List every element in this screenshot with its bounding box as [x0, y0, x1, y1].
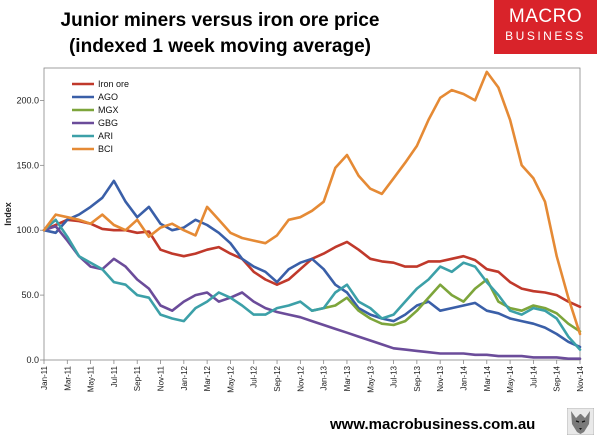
series-line-mgx: [310, 278, 582, 333]
y-tick-label: 150.0: [16, 160, 39, 170]
series-line-ago: [42, 179, 582, 349]
x-tick-label: Sep-12: [273, 365, 282, 391]
series-line-iron-ore: [42, 218, 582, 309]
x-tick-label: Nov-14: [576, 365, 585, 391]
x-tick-label: May-12: [226, 365, 235, 392]
x-tick-label: Mar-12: [203, 365, 212, 391]
x-tick-label: May-11: [87, 365, 96, 392]
x-tick-label: Jan-11: [40, 365, 49, 389]
chart-title: Junior miners versus iron ore price (ind…: [0, 8, 440, 60]
legend-label: BCI: [98, 144, 113, 154]
x-tick-label: Jan-14: [459, 365, 468, 390]
legend-label: MGX: [98, 105, 119, 115]
title-line-1: Junior miners versus iron ore price: [60, 10, 380, 31]
series-line-gbg: [42, 225, 582, 361]
series-line-bci: [42, 70, 582, 336]
x-tick-label: May-14: [506, 365, 515, 392]
x-tick-label: Mar-11: [63, 365, 72, 390]
y-tick-label: 50.0: [21, 290, 39, 300]
x-tick-label: Nov-11: [157, 365, 166, 391]
x-tick-label: Jan-13: [320, 365, 329, 390]
logo-line-2: BUSINESS: [505, 29, 586, 43]
x-tick-label: Jul-13: [390, 365, 399, 387]
x-tick-label: Mar-14: [483, 365, 492, 391]
x-tick-label: Nov-13: [436, 365, 445, 391]
x-tick-label: May-13: [366, 365, 375, 392]
title-line-2: (indexed 1 week moving average): [68, 36, 371, 57]
plot-area: [43, 67, 581, 361]
x-tick-label: Sep-14: [553, 365, 562, 391]
x-tick-label: Jul-14: [529, 365, 538, 387]
x-tick-label: Jul-12: [250, 365, 259, 387]
x-tick-label: Nov-12: [296, 365, 305, 391]
x-tick-label: Sep-13: [413, 365, 422, 391]
legend-label: AGO: [98, 92, 118, 102]
y-tick-label: 0.0: [26, 355, 39, 365]
y-axis-title: Index: [3, 202, 13, 226]
y-tick-label: 200.0: [16, 95, 39, 105]
x-tick-label: Sep-11: [133, 365, 142, 391]
legend-label: Iron ore: [98, 79, 129, 89]
legend-label: GBG: [98, 118, 118, 128]
y-tick-label: 100.0: [16, 225, 39, 235]
x-tick-label: Mar-13: [343, 365, 352, 391]
series-line-ari: [42, 218, 582, 351]
x-tick-label: Jul-11: [110, 365, 119, 387]
logo-line-1: MACRO: [508, 6, 583, 27]
legend-label: ARI: [98, 131, 113, 141]
wolf-logo-icon: [567, 408, 594, 435]
x-tick-label: Jan-12: [180, 365, 189, 390]
footer-url[interactable]: www.macrobusiness.com.au: [330, 416, 536, 433]
macrobusiness-logo: MACRO BUSINESS: [494, 0, 597, 54]
